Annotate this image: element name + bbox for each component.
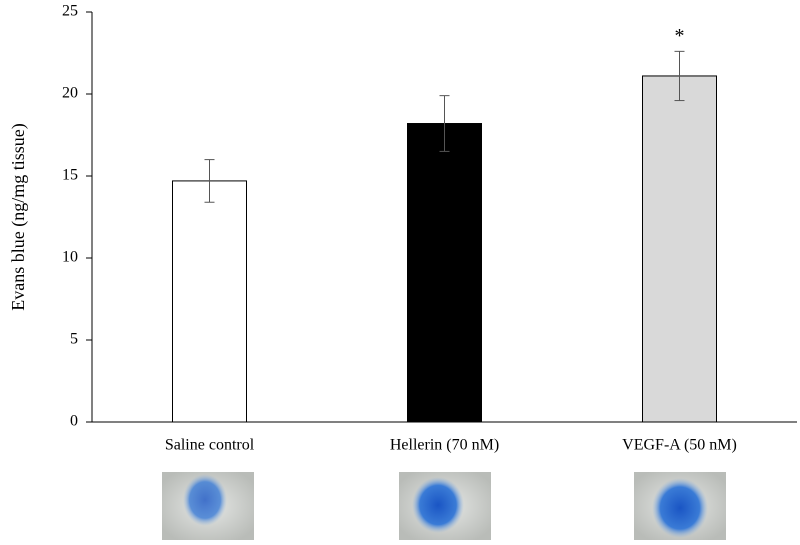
y-tick-label: 0 <box>70 413 78 430</box>
bar <box>642 75 717 423</box>
y-tick-label: 20 <box>62 85 78 102</box>
bar <box>407 123 482 423</box>
x-tick-label: VEGF-A (50 nM) <box>622 437 737 454</box>
tissue-photos <box>162 472 726 540</box>
x-tick-label: Saline control <box>165 437 255 454</box>
y-tick-label: 5 <box>70 331 78 348</box>
dye-spot <box>652 478 708 538</box>
dye-spot <box>183 474 227 526</box>
error-bar <box>204 159 215 203</box>
error-bar <box>439 95 450 152</box>
bar <box>172 180 247 423</box>
y-tick-label: 15 <box>62 167 78 184</box>
dye-spot <box>412 477 464 533</box>
x-tick-label: Hellerin (70 nM) <box>390 437 499 454</box>
y-axis-label: Evans blue (ng/mg tissue) <box>8 123 29 310</box>
y-tick-label: 10 <box>62 249 78 266</box>
y-tick-label: 25 <box>62 3 78 20</box>
annotation: * <box>675 25 685 47</box>
error-bar <box>674 50 685 102</box>
